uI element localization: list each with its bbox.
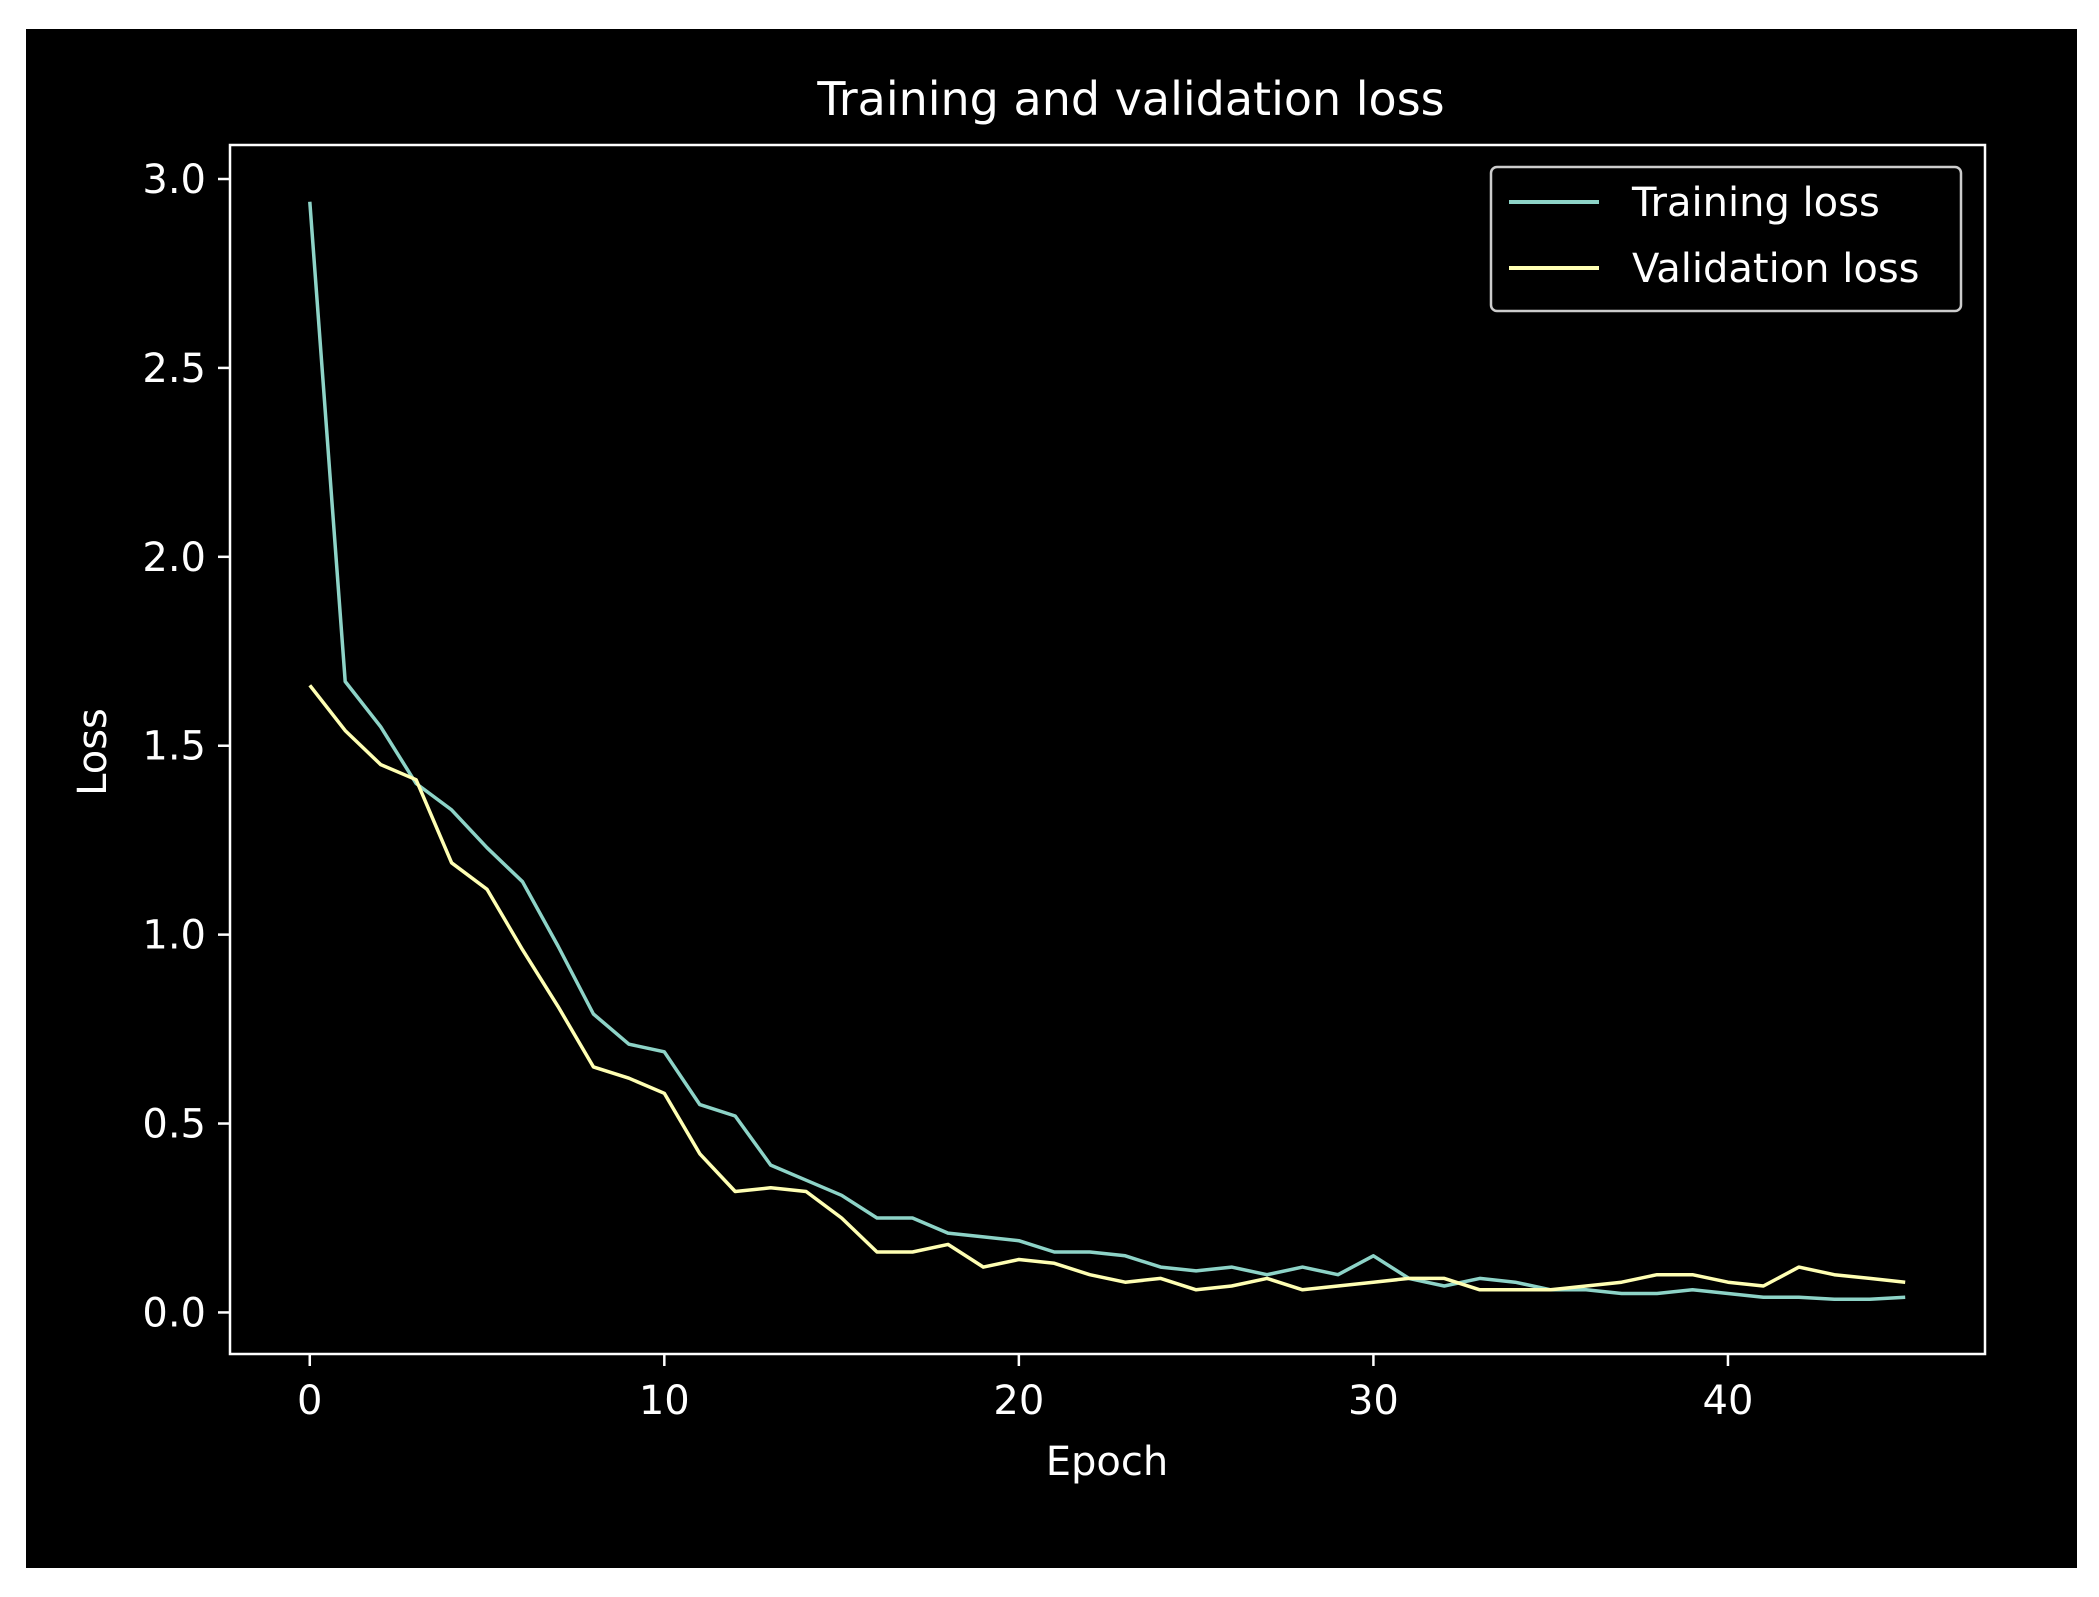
y-axis-label: Loss	[70, 708, 116, 796]
chart-title: Training and validation loss	[816, 72, 1444, 126]
x-axis-label: Epoch	[1046, 1439, 1168, 1485]
y-tick-label: 0.5	[142, 1102, 206, 1148]
y-tick-label: 2.0	[142, 535, 206, 581]
y-tick-label: 1.0	[142, 913, 206, 959]
legend-box	[1489, 165, 1963, 313]
loss-chart: Training and validation loss 0 10 20 30 40 0…	[70, 72, 1987, 1485]
legend-label-training: Training loss	[1631, 180, 1880, 226]
y-tick-label: 3.0	[142, 157, 206, 203]
x-tick-label: 0	[297, 1378, 322, 1424]
plot-frame	[228, 143, 1987, 1356]
y-tick-label: 1.5	[142, 724, 206, 770]
series-lines	[308, 201, 1906, 1301]
legend: Training loss Validation loss	[1489, 165, 1963, 313]
training-loss-line	[308, 201, 1906, 1301]
validation-loss-line	[308, 684, 1906, 1292]
legend-label-validation: Validation loss	[1632, 246, 1920, 292]
x-tick-label: 10	[639, 1378, 690, 1424]
x-tick-label: 40	[1703, 1378, 1754, 1424]
figure-background: Training and validation loss 0 10 20 30 40 0…	[26, 29, 2077, 1568]
x-tick-label: 30	[1348, 1378, 1399, 1424]
x-axis: 0 10 20 30 40	[297, 1354, 1753, 1424]
y-axis: 0.0 0.5 1.0 1.5 2.0 2.5 3.0	[142, 157, 230, 1336]
y-tick-label: 2.5	[142, 346, 206, 392]
x-tick-label: 20	[993, 1378, 1044, 1424]
y-tick-label: 0.0	[142, 1290, 206, 1336]
